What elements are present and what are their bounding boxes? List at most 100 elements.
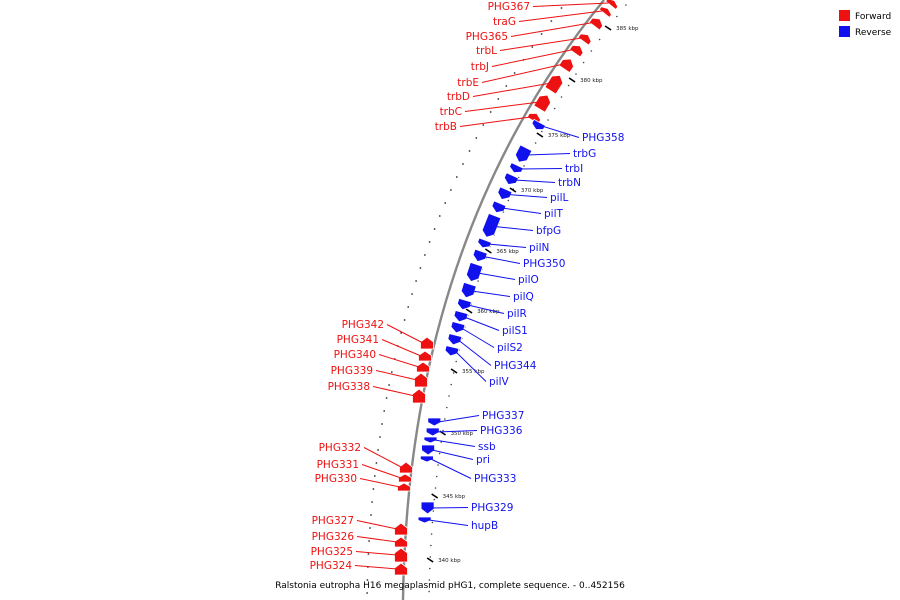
- gene-phg365[interactable]: [588, 15, 605, 31]
- ruler-dot: [513, 72, 516, 74]
- gene-label-phg331[interactable]: PHG331: [317, 459, 359, 471]
- gene-label-phg336[interactable]: PHG336: [480, 425, 523, 437]
- gene-label-phg338[interactable]: PHG338: [328, 381, 370, 393]
- backbone-arc: [401, 0, 605, 600]
- ruler-dot: [616, 15, 618, 18]
- gene-pri[interactable]: [421, 444, 436, 456]
- label-leader: [430, 458, 472, 479]
- gene-label-pils1[interactable]: pilS1: [502, 325, 528, 337]
- gene-label-phg325[interactable]: PHG325: [311, 546, 353, 558]
- ruler-dot: [590, 50, 593, 52]
- gene-phg325[interactable]: [394, 547, 408, 563]
- gene-phg338[interactable]: [412, 388, 426, 404]
- gene-trbg[interactable]: [513, 144, 533, 165]
- gene-label-phg329[interactable]: PHG329: [471, 502, 513, 514]
- gene-phg330[interactable]: [397, 482, 411, 492]
- gene-label-phg365[interactable]: PHG365: [466, 31, 508, 43]
- gene-label-phg350[interactable]: PHG350: [523, 258, 565, 270]
- gene-phg332[interactable]: [399, 461, 413, 474]
- gene-label-phg342[interactable]: PHG342: [342, 319, 384, 331]
- strand-legend: Forward Reverse: [839, 10, 892, 38]
- gene-phg367[interactable]: [605, 0, 620, 10]
- label-leader: [431, 449, 474, 460]
- gene-phg333[interactable]: [419, 455, 434, 463]
- gene-phg344[interactable]: [447, 333, 463, 347]
- gene-pilo[interactable]: [465, 261, 484, 283]
- gene-label-phg339[interactable]: PHG339: [331, 365, 373, 377]
- tick-label: 365 kbp: [496, 249, 519, 255]
- gene-label-trbd[interactable]: trbD: [447, 91, 470, 103]
- gene-phg339[interactable]: [414, 372, 428, 388]
- gene-label-trbc[interactable]: trbC: [440, 106, 462, 118]
- gene-trbc[interactable]: [533, 92, 553, 113]
- gene-label-pilo[interactable]: pilO: [518, 274, 539, 286]
- gene-label-phg337[interactable]: PHG337: [482, 410, 524, 422]
- gene-label-pilr[interactable]: pilR: [507, 308, 527, 320]
- gene-label-phg324[interactable]: PHG324: [310, 560, 353, 572]
- gene-trbe[interactable]: [558, 55, 576, 74]
- ruler-dot: [625, 4, 627, 6]
- label-leader: [510, 22, 594, 37]
- gene-label-phg341[interactable]: PHG341: [337, 334, 379, 346]
- gene-ssb[interactable]: [423, 436, 438, 444]
- gene-trbj[interactable]: [569, 42, 586, 58]
- gene-pilt[interactable]: [490, 200, 507, 215]
- gene-label-phg330[interactable]: PHG330: [315, 473, 357, 485]
- gene-trbn[interactable]: [502, 172, 519, 188]
- label-leader: [386, 324, 424, 344]
- gene-phg350[interactable]: [471, 248, 488, 264]
- gene-pilq[interactable]: [460, 281, 477, 299]
- gene-label-pilq[interactable]: pilQ: [513, 291, 534, 303]
- gene-label-trbg[interactable]: trbG: [573, 148, 596, 160]
- gene-label-phg340[interactable]: PHG340: [334, 349, 376, 361]
- gene-label-trag[interactable]: traG: [493, 16, 516, 28]
- gene-label-pri[interactable]: pri: [476, 454, 490, 466]
- gene-label-trbe[interactable]: trbE: [457, 77, 479, 89]
- gene-label-pill[interactable]: pilL: [550, 192, 568, 204]
- gene-label-phg358[interactable]: PHG358: [582, 132, 624, 144]
- gene-label-pilt[interactable]: pilT: [544, 208, 563, 220]
- gene-label-trbj[interactable]: trbJ: [471, 61, 489, 73]
- gene-label-trbl[interactable]: trbL: [476, 45, 497, 57]
- ruler-dot: [553, 107, 556, 110]
- gene-pill[interactable]: [496, 186, 513, 202]
- gene-phg342[interactable]: [420, 336, 434, 350]
- tick-label: 375 kbp: [548, 133, 571, 139]
- gene-phg327[interactable]: [394, 522, 408, 536]
- gene-pilr[interactable]: [456, 297, 472, 311]
- gene-label-piln[interactable]: pilN: [529, 242, 549, 254]
- ruler-dot: [367, 553, 370, 555]
- gene-label-pils2[interactable]: pilS2: [497, 342, 523, 354]
- gene-pilv[interactable]: [444, 345, 460, 358]
- gene-bfpg[interactable]: [480, 212, 502, 239]
- gene-phg324[interactable]: [394, 562, 408, 576]
- gene-pils2[interactable]: [450, 321, 466, 335]
- gene-label-trbn[interactable]: trbN: [558, 177, 581, 189]
- gene-trbi[interactable]: [508, 162, 524, 176]
- gene-label-trbi[interactable]: trbI: [565, 163, 583, 175]
- gene-phg331[interactable]: [398, 473, 412, 483]
- ruler-dot: [366, 592, 368, 594]
- gene-label-trbb[interactable]: trbB: [435, 121, 457, 133]
- gene-label-bfpg[interactable]: bfpG: [536, 225, 561, 237]
- gene-label-phg344[interactable]: PHG344: [494, 360, 537, 372]
- label-leader: [472, 82, 552, 97]
- gene-label-phg332[interactable]: PHG332: [319, 442, 361, 454]
- gene-label-phg333[interactable]: PHG333: [474, 473, 516, 485]
- gene-phg341[interactable]: [418, 350, 432, 362]
- gene-phg358[interactable]: [530, 118, 546, 132]
- gene-trbd[interactable]: [544, 72, 566, 95]
- gene-hupb[interactable]: [417, 516, 432, 524]
- gene-label-hupb[interactable]: hupB: [471, 520, 498, 532]
- gene-phg326[interactable]: [394, 536, 408, 548]
- gene-label-phg326[interactable]: PHG326: [312, 531, 355, 543]
- gene-label-phg367[interactable]: PHG367: [488, 1, 530, 13]
- ruler-dot: [430, 533, 433, 535]
- gene-label-phg327[interactable]: PHG327: [312, 515, 354, 527]
- gene-label-ssb[interactable]: ssb: [478, 441, 496, 453]
- gene-piln[interactable]: [476, 237, 492, 250]
- gene-phg340[interactable]: [416, 361, 430, 373]
- tick-label: 370 kbp: [521, 188, 544, 194]
- gene-label-pilv[interactable]: pilV: [489, 376, 509, 388]
- ruler-dot: [531, 46, 534, 48]
